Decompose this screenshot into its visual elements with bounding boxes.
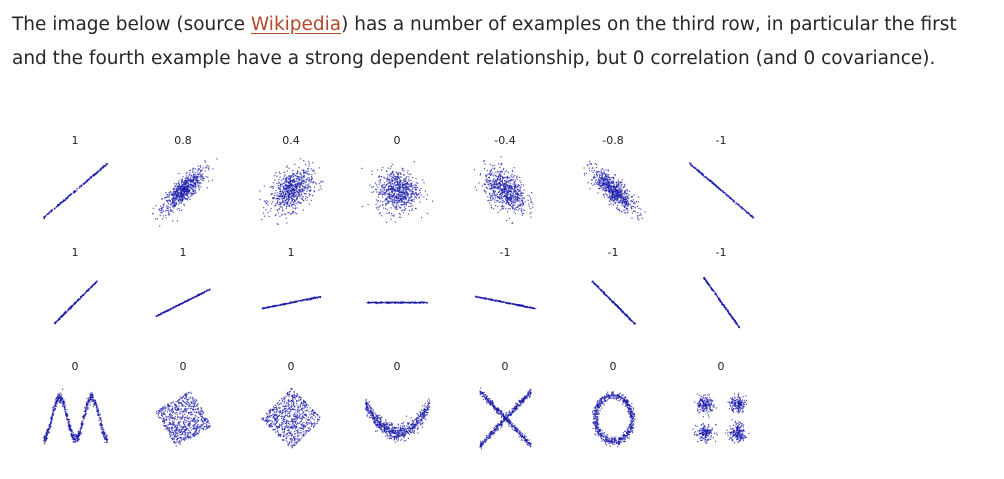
coefficient-label: 0 — [502, 360, 509, 373]
scatter-plot-rotated-square — [156, 391, 211, 447]
coefficient-label: 0 — [72, 360, 79, 373]
scatter-plot-corr-0 — [361, 161, 434, 223]
scatter-plot-slope-0 — [366, 300, 428, 305]
paragraph-text-before-link: The image below (source — [12, 14, 251, 35]
scatter-plot-corr-0.4 — [259, 158, 324, 225]
coefficient-label: 0 — [394, 134, 401, 147]
coefficient-label: -0.8 — [602, 134, 623, 147]
scatter-plot-diamond — [261, 388, 321, 449]
coefficient-label: 0 — [718, 360, 725, 373]
scatter-plot-x-cross — [479, 387, 532, 450]
scatter-plot-ring — [592, 391, 636, 448]
coefficient-label: 1 — [180, 246, 187, 259]
scatter-plot-slope--1.4 — [703, 277, 740, 329]
coefficient-label: 0.4 — [282, 134, 300, 147]
scatter-plot-slope--0.2 — [474, 295, 537, 310]
correlation-examples-figure: 1 0.8 0.4 0 -0.4 -0.8 -1 1 1 1 -1 -1 -1 0 0 0 0 0 0 0 — [35, 130, 765, 470]
scatter-plot-corr--0.8 — [583, 160, 646, 221]
scatter-plot-slope-0.5 — [155, 288, 211, 318]
coefficient-label: -1 — [500, 246, 511, 259]
coefficient-label: 0 — [288, 360, 295, 373]
scatter-plot-line-1 — [43, 163, 109, 220]
coefficient-label: -0.4 — [494, 134, 515, 147]
coefficient-label: -1 — [716, 246, 727, 259]
coefficient-label: -1 — [608, 246, 619, 259]
coefficient-label: 0.8 — [174, 134, 192, 147]
scatter-plot-line--1 — [689, 162, 755, 219]
scatter-plot-corr-0.8 — [152, 158, 218, 227]
scatter-plot-parabola — [365, 398, 431, 443]
coefficient-label: 1 — [72, 246, 79, 259]
correlation-scatter-grid: 1 0.8 0.4 0 -0.4 -0.8 -1 1 1 1 -1 -1 -1 0 0 0 0 0 0 0 — [43, 134, 755, 450]
wikipedia-link[interactable]: Wikipedia — [250, 14, 342, 35]
explanation-paragraph: The image below (source Wikipedia) has a… — [12, 8, 987, 75]
scatter-plot-slope--1 — [591, 280, 636, 325]
coefficient-label: 0 — [180, 360, 187, 373]
coefficient-label: -1 — [716, 134, 727, 147]
coefficient-label: 0 — [394, 360, 401, 373]
scatter-plot-slope-0.2 — [261, 296, 322, 310]
coefficient-label: 1 — [72, 134, 79, 147]
coefficient-label: 0 — [610, 360, 617, 373]
coefficient-label: 1 — [288, 246, 295, 259]
scatter-plot-wave-w — [43, 388, 109, 445]
paragraph-text-after-link: ) has a number of examples on the third … — [12, 14, 957, 69]
scatter-plot-four-clusters — [692, 392, 750, 444]
scatter-plot-slope-1 — [53, 280, 98, 325]
scatter-plot-corr--0.4 — [473, 156, 534, 224]
